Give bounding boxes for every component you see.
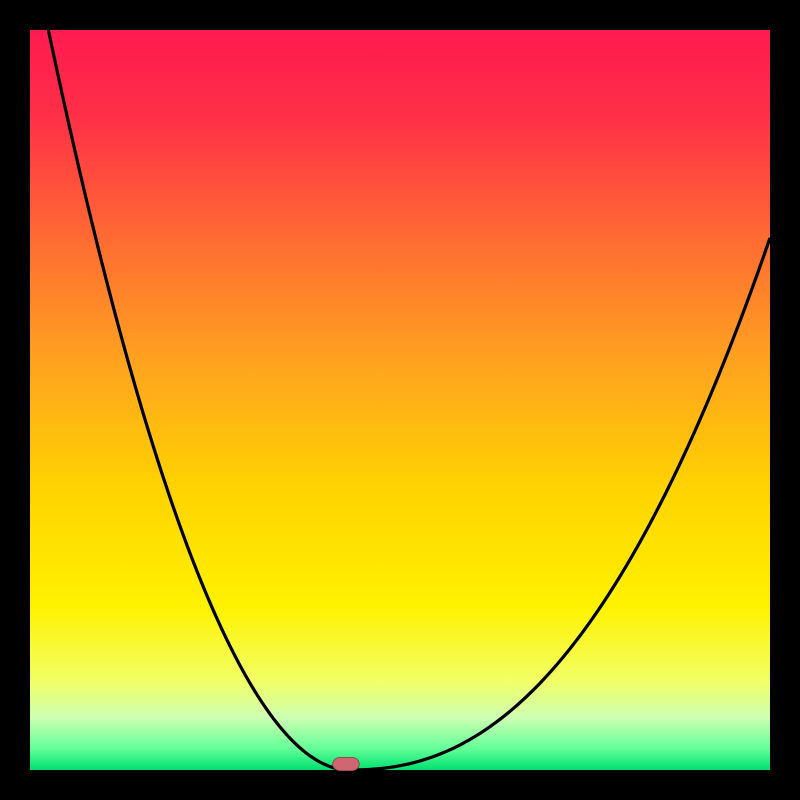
bottleneck-curve-chart — [0, 0, 800, 800]
chart-stage: TheBottleneck.com — [0, 0, 800, 800]
optimal-point-marker — [333, 757, 360, 770]
plot-background — [30, 30, 770, 770]
